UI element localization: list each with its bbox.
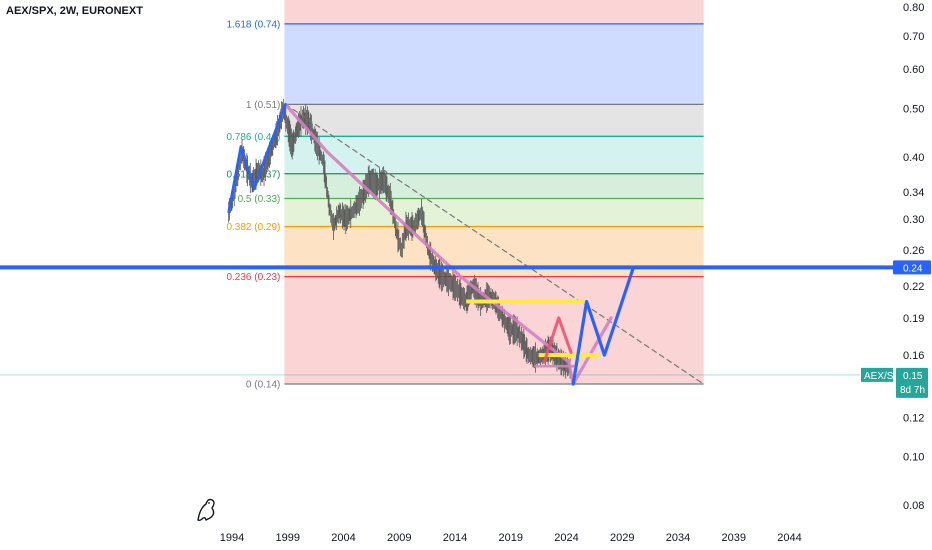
fib-zone	[284, 23, 704, 105]
y-tick-label: 0.10	[903, 452, 924, 464]
fib-level-label: 0.786 (0.44)	[226, 132, 280, 143]
wave-line-purple[interactable]	[283, 102, 613, 386]
x-tick-label: 1994	[220, 532, 244, 544]
fib-level-label: 1.618 (0.74)	[226, 19, 280, 30]
fib-zone	[284, 104, 704, 137]
drawings	[0, 102, 893, 386]
x-tick-label: 2029	[610, 532, 634, 544]
current-price-value: 0.15	[903, 371, 923, 382]
fib-level-label: 1 (0.51)	[246, 100, 280, 111]
fib-zone	[284, 173, 704, 199]
fib-zones	[284, 0, 704, 384]
price-axis-bg	[893, 0, 932, 550]
tradingview-logo-icon[interactable]	[197, 498, 215, 522]
y-tick-label: 0.19	[903, 313, 924, 325]
x-tick-label: 2024	[554, 532, 578, 544]
wave-line-blue-projection[interactable]	[571, 265, 636, 386]
x-tick-label: 2044	[777, 532, 801, 544]
y-tick-label: 0.22	[903, 281, 924, 293]
x-tick-label: 2014	[443, 532, 467, 544]
x-tick-label: 2019	[499, 532, 523, 544]
trend-line-dashed[interactable]	[284, 103, 705, 385]
fib-level-label: 0.236 (0.23)	[226, 272, 280, 283]
y-tick-label: 0.30	[903, 214, 924, 226]
fib-zone	[284, 276, 704, 384]
price-axis: 0.80 0.70 0.60 0.50 0.40 0.34 0.30 0.26 0.22 0.19…	[893, 0, 932, 550]
horizontal-line-badge[interactable]	[893, 260, 931, 275]
horizontal-line-value: 0.24	[903, 263, 923, 274]
fib-zone-top	[284, 0, 704, 24]
bar-countdown: 8d 7h	[900, 385, 925, 396]
x-tick-label: 1999	[276, 532, 300, 544]
y-tick-label: 0.50	[903, 104, 924, 116]
wave-line-red[interactable]	[542, 316, 573, 364]
wave-line-blue-history[interactable]	[227, 103, 287, 214]
chart-title: AEX/SPX, 2W, EURONEXT	[6, 5, 143, 17]
y-tick-label: 0.34	[903, 187, 924, 199]
y-tick-label: 0.08	[903, 500, 924, 512]
fib-level-label: 0.382 (0.29)	[226, 222, 280, 233]
y-tick-label: 0.12	[903, 412, 924, 424]
x-tick-label: 2039	[722, 532, 746, 544]
fib-level-label: 0.5 (0.33)	[238, 194, 281, 205]
fib-zone	[284, 136, 704, 174]
time-axis: 1994 1999 2004 2009 2014 2019 2024 2029 2034 2039…	[220, 532, 802, 544]
y-tick-label: 0.70	[903, 31, 924, 43]
y-tick-label: 0.80	[903, 2, 924, 14]
y-tick-label: 0.40	[903, 152, 924, 164]
symbol-badge-label: AEX/SPX	[864, 371, 907, 382]
x-tick-label: 2034	[666, 532, 690, 544]
y-tick-label: 0.60	[903, 64, 924, 76]
fib-level-label: 0 (0.14)	[246, 379, 280, 390]
x-tick-label: 2009	[387, 532, 411, 544]
x-tick-label: 2004	[331, 532, 355, 544]
y-tick-label: 0.26	[903, 245, 924, 257]
symbol-badge[interactable]	[861, 367, 893, 382]
current-price-badge[interactable]	[896, 367, 928, 398]
y-tick-label: 0.16	[903, 350, 924, 362]
